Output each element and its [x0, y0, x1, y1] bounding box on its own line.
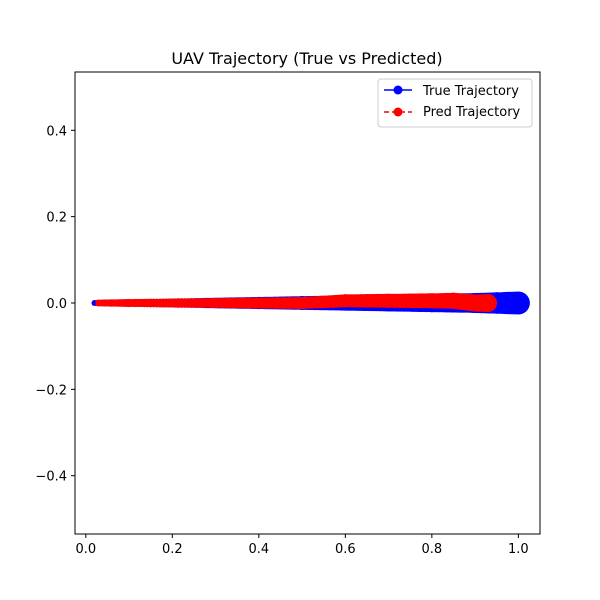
legend: True Trajectory Pred Trajectory [377, 78, 533, 128]
axes-layer: 0.0 0.2 0.4 0.6 0.8 1.0 −0.4 −0.2 0.0 0.2 0.4 [35, 71, 541, 557]
legend-pred-marker [393, 107, 403, 117]
y-tick-label: −0.2 [35, 383, 67, 398]
x-tick-label: 0.4 [248, 542, 269, 557]
x-tick-label: 1.0 [508, 542, 529, 557]
x-tick-label: 0.2 [162, 542, 183, 557]
legend-true-marker [393, 85, 403, 95]
chart-title: UAV Trajectory (True vs Predicted) [171, 49, 442, 68]
y-tick-label: −0.4 [35, 470, 67, 485]
series-1 [95, 292, 498, 312]
x-tick-label: 0.0 [75, 542, 96, 557]
x-tick-label: 0.8 [422, 542, 443, 557]
legend-box [377, 78, 533, 128]
data-point [506, 291, 530, 315]
y-tick-label: 0.2 [46, 211, 67, 226]
legend-true-label: True Trajectory [422, 84, 519, 99]
x-tick-label: 0.6 [335, 542, 356, 557]
legend-pred-label: Pred Trajectory [423, 105, 521, 120]
y-tick-label: 0.4 [46, 124, 67, 139]
data-layer [91, 291, 530, 315]
y-tick-label: 0.0 [46, 297, 67, 312]
data-point [479, 294, 498, 312]
series-line [98, 300, 489, 304]
